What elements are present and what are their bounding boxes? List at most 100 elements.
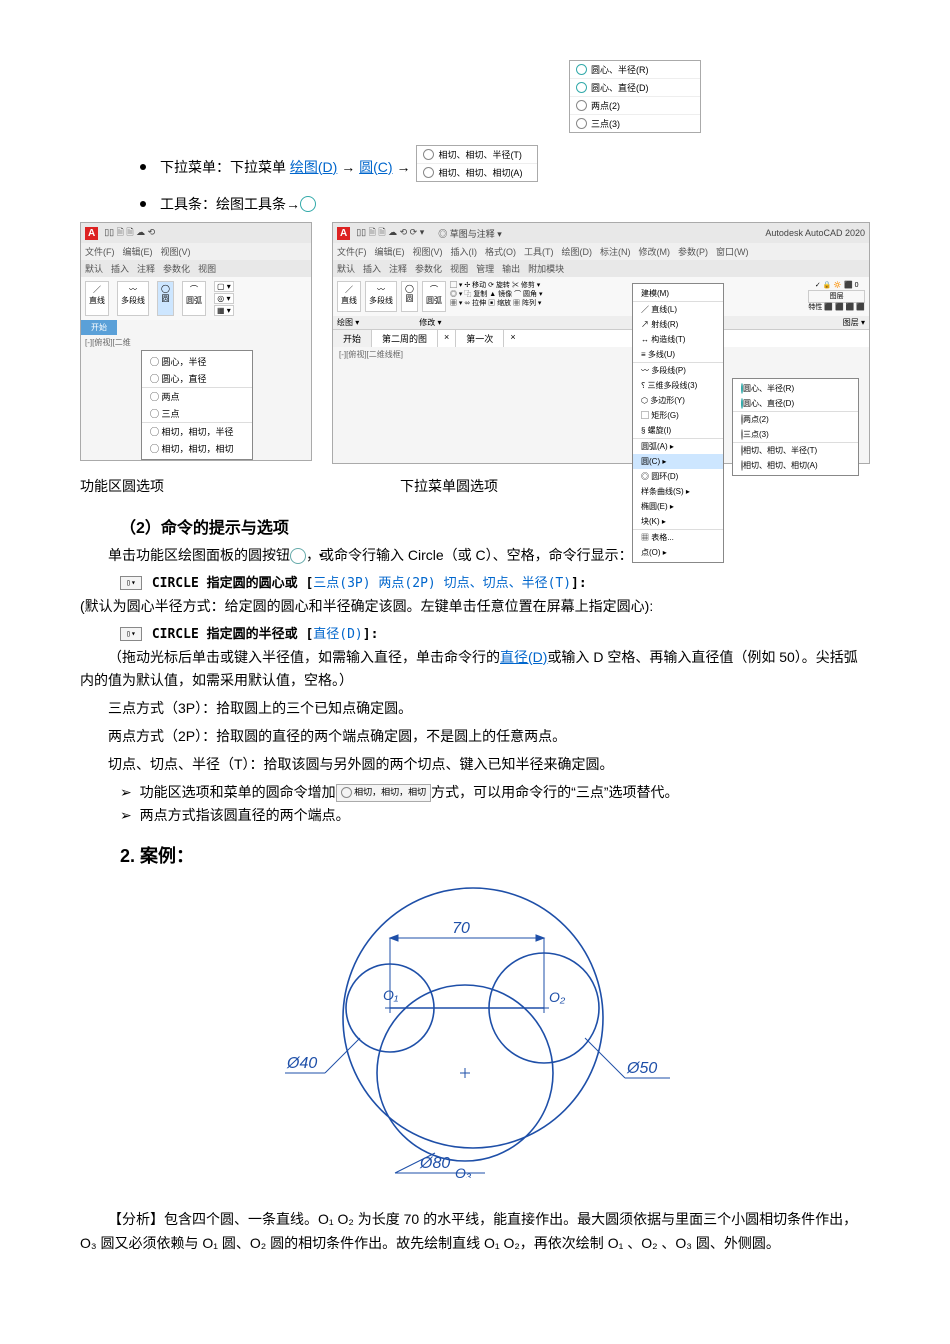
cmd-opt[interactable]: 两点(2P) (378, 576, 435, 591)
tab-item[interactable]: 附加模块 (528, 262, 564, 275)
drop-item[interactable]: ⸮ 三维多段线(3) (633, 378, 723, 393)
drop-item[interactable]: 点(O) ▸ (633, 545, 723, 560)
ribbon-arc[interactable]: ⌒圆弧 (422, 281, 446, 312)
menu-item[interactable]: 视图(V) (161, 245, 191, 258)
drop-item[interactable]: ≡ 多线(U) (633, 347, 723, 362)
ribbon-sm[interactable]: ▦ ▾ (214, 305, 234, 316)
drop-item[interactable]: 样条曲线(S) ▸ (633, 484, 723, 499)
drop-item[interactable]: ↗ 射线(R) (633, 317, 723, 332)
para-3: （拖动光标后单击或键入半径值，如需输入直径，单击命令行的直径(D)或输入 D 空… (80, 646, 870, 694)
menu-item[interactable]: 修改(M) (639, 245, 671, 258)
drop-item[interactable]: ◯ 圆心，直径 (142, 370, 252, 387)
drop-item[interactable]: ◯ 相切，相切，半径 (142, 423, 252, 440)
tab-item[interactable]: 参数化 (415, 262, 442, 275)
analysis-para: 【分析】包含四个圆、一条直线。O₁ O₂ 为长度 70 的水平线，能直接作出。最… (80, 1208, 870, 1256)
drop-item[interactable]: 圆心、直径(D) (733, 396, 858, 411)
ribbon-circle[interactable]: ◯圆 (157, 281, 174, 316)
drop-item[interactable]: ▦ 表格... (633, 530, 723, 545)
flyout-item[interactable]: 两点(2) (570, 97, 700, 115)
para-1: 单击功能区绘图面板的圆按钮▾，或命令行输入 Circle（或 C）、空格，命令行… (80, 544, 870, 568)
flyout-item[interactable]: 相切、相切、相切(A) (417, 164, 537, 181)
tab-item[interactable]: 插入 (111, 262, 129, 275)
cmd-opt[interactable]: 切点、切点、半径(T) (444, 576, 571, 591)
drop-item[interactable]: ◯ 两点 (142, 388, 252, 405)
drop-item[interactable]: 圆心、半径(R) (733, 381, 858, 396)
drop-item[interactable]: § 螺旋(I) (633, 423, 723, 438)
ribbon-sm[interactable]: ◎ ▾ (214, 293, 234, 304)
drop-item[interactable]: 块(K) ▸ (633, 514, 723, 529)
drop-item[interactable]: 〰 多段线(P) (633, 363, 723, 378)
ribbon-line[interactable]: ／直线 (85, 281, 109, 316)
ribbon-circle[interactable]: ◯圆 (401, 281, 418, 312)
link-diameter[interactable]: 直径(D) (500, 649, 547, 665)
drop-item[interactable]: 三点(3) (733, 427, 858, 442)
drop-item[interactable]: ◯ 三点 (142, 405, 252, 422)
draw-menu-link[interactable]: 绘图(D) (290, 159, 337, 175)
ribbon-line[interactable]: ／直线 (337, 281, 361, 312)
menu-item[interactable]: 编辑(E) (375, 245, 405, 258)
tab-item[interactable]: 参数化 (163, 262, 190, 275)
menu-item[interactable]: 文件(F) (85, 245, 115, 258)
tab-item[interactable]: 视图 (198, 262, 216, 275)
drop-item[interactable]: 相切、相切、相切(A) (733, 458, 858, 473)
tab-item[interactable]: 注释 (137, 262, 155, 275)
tab-item[interactable]: 输出 (502, 262, 520, 275)
menu-item[interactable]: 视图(V) (413, 245, 443, 258)
doc-tab[interactable]: 第一次 (456, 330, 504, 347)
menu-item[interactable]: 绘图(D) (562, 245, 593, 258)
circle-tool-icon[interactable] (300, 196, 316, 212)
menu-item[interactable]: 编辑(E) (123, 245, 153, 258)
menu-item[interactable]: 标注(N) (600, 245, 631, 258)
flyout-item[interactable]: 三点(3) (570, 115, 700, 132)
view-label: [-][俯视][二维 (81, 335, 311, 350)
lbl-o1: O₁ (383, 987, 399, 1003)
doc-tab[interactable]: 开始 (333, 330, 372, 347)
drop-item[interactable]: ⬡ 多边形(Y) (633, 393, 723, 408)
cmd-opt[interactable]: 直径(D) (313, 627, 362, 642)
flyout-item[interactable]: 相切、相切、半径(T) (417, 146, 537, 164)
tab-item[interactable]: 注释 (389, 262, 407, 275)
drop-item[interactable]: ／ 直线(L) (633, 302, 723, 317)
view-label: [-][俯视][二维线框] (333, 347, 869, 362)
ribbon-sm[interactable]: ▢ ▾ (214, 281, 234, 292)
drop-item[interactable]: 圆弧(A) ▸ (633, 439, 723, 454)
drop-item[interactable]: ◎ 圆环(D) (633, 469, 723, 484)
flyout-item[interactable]: 圆心、直径(D) (570, 79, 700, 97)
flyout-item[interactable]: 圆心、半径(R) (570, 61, 700, 79)
tab-item[interactable]: 插入 (363, 262, 381, 275)
tab-item[interactable]: 默认 (337, 262, 355, 275)
doc-tab[interactable]: 第二周的图 (372, 330, 438, 347)
drop-item[interactable]: 椭圆(E) ▸ (633, 499, 723, 514)
circle-menu-link[interactable]: 圆(C) (359, 159, 392, 175)
menu-item[interactable]: 窗口(W) (716, 245, 749, 258)
tab-item[interactable]: 管理 (476, 262, 494, 275)
tab-item[interactable]: 默认 (85, 262, 103, 275)
para-5: 两点方式（2P）：拾取圆的直径的两个端点确定圆，不是圆上的任意两点。 (80, 725, 870, 749)
para-2: (默认为圆心半径方式：给定圆的圆心和半径确定该圆。左键单击任意位置在屏幕上指定圆… (80, 595, 870, 619)
ribbon-pline[interactable]: 〰多段线 (117, 281, 149, 316)
para-4: 三点方式（3P）：拾取圆上的三个已知点确定圆。 (80, 697, 870, 721)
tab-item[interactable]: 视图 (450, 262, 468, 275)
draw-menu-overlay: 建模(M) ／ 直线(L) ↗ 射线(R) ↔ 构造线(T) ≡ 多线(U) 〰… (632, 283, 724, 563)
menu-item[interactable]: 格式(O) (485, 245, 516, 258)
bullet-1-text: 下拉菜单：下拉菜单 绘图(D) → 圆(C) → (160, 157, 410, 177)
menu-item[interactable]: 插入(I) (451, 245, 478, 258)
drop-item[interactable]: 相切、相切、半径(T) (733, 443, 858, 458)
tab-start[interactable]: 开始 (81, 320, 117, 335)
menu-item[interactable]: 文件(F) (337, 245, 367, 258)
bullet-icon (140, 201, 146, 207)
drop-item[interactable]: 两点(2) (733, 412, 858, 427)
ribbon-pline[interactable]: 〰多段线 (365, 281, 397, 312)
drop-item[interactable]: 圆(C) ▸ (633, 454, 723, 469)
drop-item[interactable]: 建模(M) (633, 286, 723, 301)
drop-item[interactable]: ◯ 相切，相切，相切 (142, 440, 252, 457)
dim-70: 70 (452, 920, 470, 937)
drop-item[interactable]: ↔ 构造线(T) (633, 332, 723, 347)
panel-lbl: 图层 ▾ (843, 317, 865, 328)
menu-item[interactable]: 工具(T) (524, 245, 554, 258)
cmd-opt[interactable]: 三点(3P) (313, 576, 370, 591)
drop-item[interactable]: ◯ 圆心，半径 (142, 353, 252, 370)
menu-item[interactable]: 参数(P) (678, 245, 708, 258)
ribbon-arc[interactable]: ⌒圆弧 (182, 281, 206, 316)
drop-item[interactable]: ▢ 矩形(G) (633, 408, 723, 423)
